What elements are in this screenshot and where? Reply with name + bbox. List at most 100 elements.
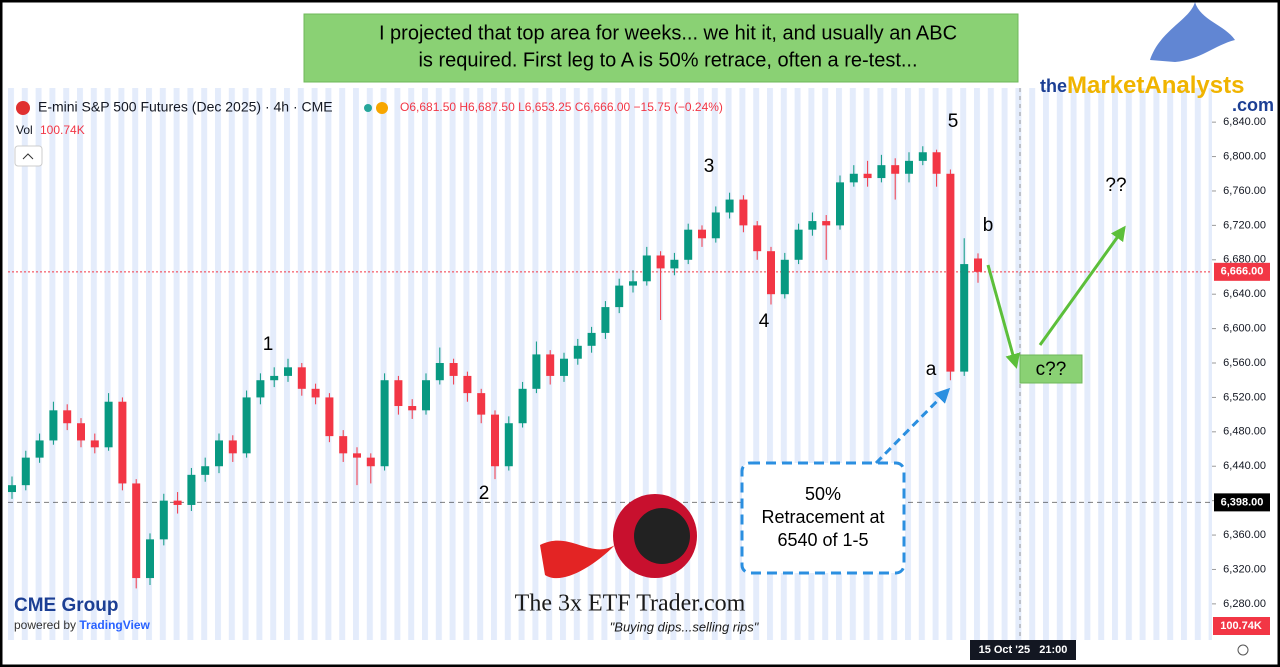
logo-part: Market: [1067, 72, 1144, 99]
candle-body: [159, 500, 168, 540]
note-box: [740, 461, 906, 575]
candle-body: [546, 354, 555, 376]
candle-body: [49, 410, 58, 441]
candle-body: [90, 440, 99, 448]
candle-body: [104, 401, 113, 448]
plot: 6,280.006,320.006,360.006,400.006,440.00…: [8, 116, 1270, 610]
volume-label: Vol: [16, 123, 33, 137]
candle-body: [173, 500, 182, 505]
trader-tagline: "Buying dips...selling rips": [610, 619, 760, 634]
wave-label: 2: [479, 483, 490, 504]
logo-part: .com: [1232, 95, 1274, 115]
note-text: 50%: [805, 484, 841, 504]
y-tick-label: 6,640.00: [1223, 288, 1266, 300]
candle-body: [560, 358, 568, 376]
candle-body: [435, 363, 444, 381]
trader-logo: [634, 508, 690, 564]
candle-body: [725, 199, 734, 213]
candle-body: [422, 380, 430, 411]
y-tick-label: 6,800.00: [1223, 150, 1266, 162]
candle-body: [601, 307, 610, 333]
candle-body: [311, 388, 320, 398]
candle-body: [946, 173, 955, 372]
y-tick-label: 6,520.00: [1223, 391, 1266, 403]
candle-body: [863, 173, 872, 179]
candle-body: [849, 173, 858, 183]
candle-body: [808, 221, 817, 230]
note-text: Retracement at: [761, 507, 884, 527]
candle-body: [463, 375, 472, 394]
trader-logo: [540, 540, 615, 579]
candle-body: [767, 251, 775, 295]
candle-body: [587, 332, 596, 346]
candle-body: [905, 160, 913, 174]
arrow: [874, 387, 951, 465]
bull-icon: [1150, 2, 1235, 62]
wave-label: ??: [1105, 175, 1126, 196]
candle-body: [753, 225, 762, 252]
candle-body: [146, 539, 154, 579]
candle-body: [394, 380, 403, 407]
candle-body: [366, 457, 375, 467]
headline: is required. First leg to A is 50% retra…: [418, 49, 917, 71]
trader-name: The 3x ETF Trader.com: [515, 591, 746, 617]
settings-icon[interactable]: [1237, 644, 1249, 656]
candle-body: [270, 375, 279, 381]
candle-body: [449, 363, 458, 376]
candle-body: [629, 281, 637, 286]
candle-body: [684, 229, 693, 260]
y-tick-label: 6,320.00: [1223, 563, 1266, 575]
candle-body: [284, 367, 292, 376]
volume-value: 100.74K: [40, 123, 85, 137]
y-tick-label: 6,600.00: [1223, 323, 1266, 335]
candle-body: [504, 423, 513, 467]
candle-body: [77, 423, 85, 441]
candle-body: [132, 483, 141, 579]
time-tag: 15 Oct '25 21:00: [979, 644, 1068, 656]
y-tick-label: 6,480.00: [1223, 426, 1266, 438]
candle-body: [615, 285, 624, 308]
headline-box: [303, 13, 1019, 83]
candle-body: [656, 255, 665, 269]
candle-body: [21, 457, 30, 486]
collapse-button[interactable]: [14, 145, 43, 167]
price-tag-bg: [1214, 262, 1270, 281]
powered-by: powered by TradingView: [14, 618, 151, 632]
candle-body: [477, 393, 486, 415]
target-box: [1019, 354, 1083, 384]
price-axis: [1212, 88, 1280, 640]
y-tick-label: 6,280.00: [1223, 598, 1266, 610]
candle-body: [822, 221, 831, 226]
candle-body: [739, 199, 748, 226]
candle-body: [532, 354, 541, 389]
candle-body: [670, 259, 679, 269]
candle-body: [256, 380, 265, 398]
logo-part: Analysts: [1144, 72, 1244, 99]
candle-body: [877, 165, 886, 179]
y-tick-label: 6,680.00: [1223, 254, 1266, 266]
headline: I projected that top area for weeks... w…: [379, 22, 957, 44]
candle-body: [918, 152, 927, 161]
candle-body: [187, 474, 196, 505]
y-tick-label: 6,840.00: [1223, 116, 1266, 128]
y-tick-label: 6,560.00: [1223, 357, 1266, 369]
candle-body: [711, 212, 720, 239]
y-tick-label: 6,360.00: [1223, 529, 1266, 541]
candle-body: [491, 414, 499, 467]
wave-label: 3: [704, 156, 715, 177]
arrow: [1038, 225, 1126, 346]
wave-label: 4: [759, 311, 770, 332]
status-dot: [364, 104, 372, 112]
candle-body: [118, 401, 127, 484]
status-icon: [376, 102, 388, 114]
note-text: 6540 of 1-5: [777, 530, 868, 550]
y-tick-label: 6,440.00: [1223, 460, 1266, 472]
candle-body: [518, 388, 527, 424]
powered-text: powered by: [14, 618, 76, 632]
candle-body: [297, 367, 306, 389]
candle-body: [974, 258, 982, 272]
candle-body: [573, 345, 582, 359]
